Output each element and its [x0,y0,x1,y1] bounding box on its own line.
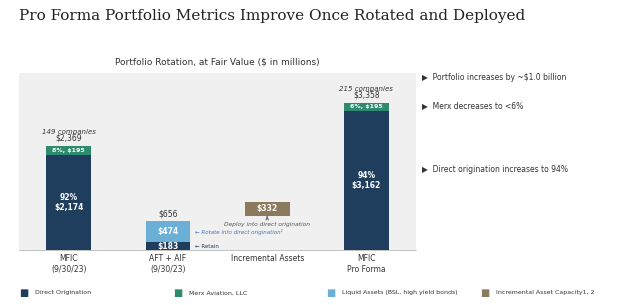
Text: ■: ■ [19,288,28,298]
Text: ■: ■ [480,288,489,298]
Text: $3,358: $3,358 [353,91,380,99]
Text: ▶  Direct origination increases to 94%: ▶ Direct origination increases to 94% [422,165,568,174]
Text: Liquid Assets (BSL, high yield bonds): Liquid Assets (BSL, high yield bonds) [342,290,458,295]
Text: Merx Aviation, LLC: Merx Aviation, LLC [189,290,247,295]
Text: Pro Forma Portfolio Metrics Improve Once Rotated and Deployed: Pro Forma Portfolio Metrics Improve Once… [19,9,525,23]
Text: Deploy into direct origination: Deploy into direct origination [224,217,310,228]
Bar [47,146,91,155]
Title: Portfolio Rotation, at Fair Value ($ in millions): Portfolio Rotation, at Fair Value ($ in … [115,58,320,67]
Bar [245,202,289,216]
Text: Incremental Asset Capacity1, 2: Incremental Asset Capacity1, 2 [496,290,595,295]
Text: 149 companies: 149 companies [42,129,96,135]
Text: ← Rotate into direct origination¹: ← Rotate into direct origination¹ [195,229,283,235]
Bar [146,221,190,242]
Text: ▶  Portfolio increases by ~$1.0 billion: ▶ Portfolio increases by ~$1.0 billion [422,73,567,82]
Text: Direct Origination: Direct Origination [35,290,92,295]
Text: 215 companies: 215 companies [339,86,394,92]
Text: 94%
$3,162: 94% $3,162 [352,171,381,190]
Text: $2,369: $2,369 [56,134,82,143]
Bar [344,102,388,111]
Text: 6%, $195: 6%, $195 [350,104,383,109]
Text: ■: ■ [326,288,335,298]
Text: $183: $183 [157,242,179,251]
Text: $656: $656 [158,209,178,218]
Text: 8%, $195: 8%, $195 [52,148,85,153]
Text: $332: $332 [257,204,278,214]
Text: $474: $474 [157,227,179,236]
Bar [47,155,91,250]
Text: ← Retain: ← Retain [195,244,219,249]
Text: 92%
$2,174: 92% $2,174 [54,193,83,212]
Bar [344,111,388,250]
Text: ▶  Merx decreases to <6%: ▶ Merx decreases to <6% [422,101,524,110]
Bar [146,242,190,250]
Text: ■: ■ [173,288,182,298]
